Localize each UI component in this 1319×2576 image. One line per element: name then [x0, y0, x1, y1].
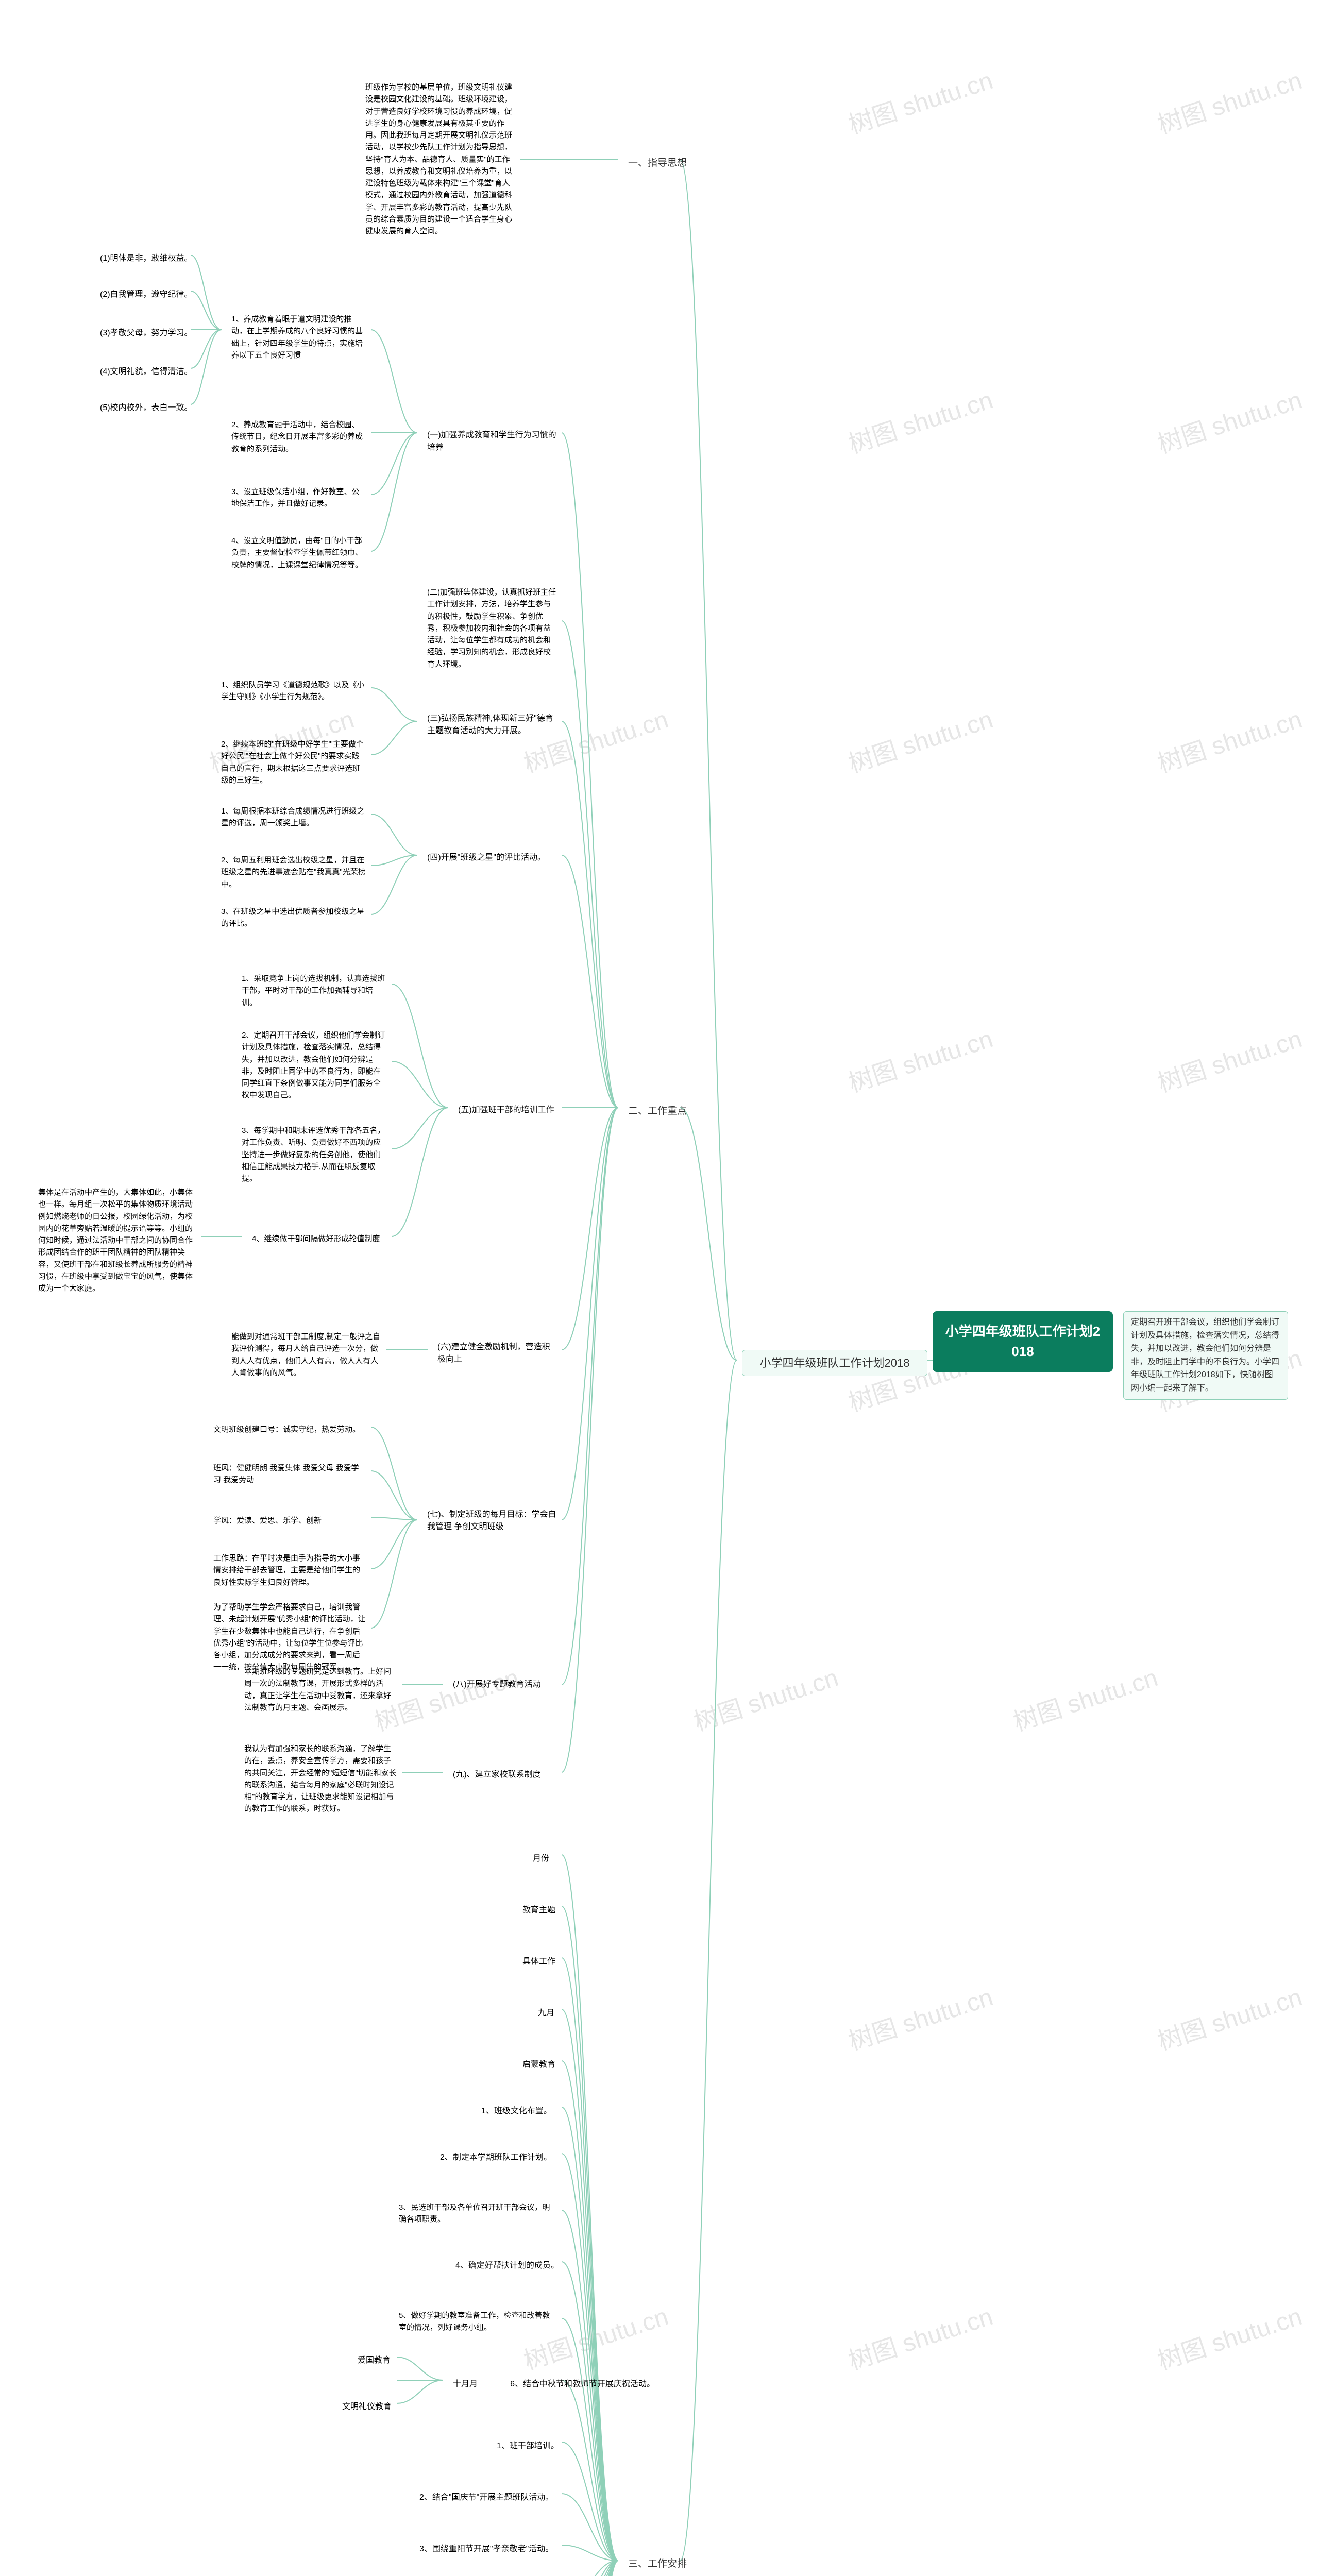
node-oct-2: 2、结合"国庆节"开展主题班队活动。 [412, 2487, 561, 2508]
node-d11: 2、定期召开干部会议，组织他们学会制订计划及具体措施，检查落实情况，总结得失，并… [234, 1025, 394, 1106]
node-c4: (四)开展"班级之星"的评比活动。 [420, 848, 564, 868]
watermark: 树图 shutu.cn [1152, 60, 1306, 141]
node-c1: (一)加强养成教育和学生行为习惯的培养 [420, 425, 564, 458]
node-d9: 3、在班级之星中选出优质者参加校级之星的评比。 [214, 902, 374, 934]
node-sep-theme: 启蒙教育 [515, 2055, 563, 2075]
node-d7: 1、每周根据本班综合成绩情况进行班级之星的评选，周一颁奖上墙。 [214, 801, 374, 834]
node-d8: 2、每周五利用班会选出校级之星，并且在班级之星的先进事迹会贴在"我真真"光荣榜中… [214, 850, 374, 894]
watermark: 树图 shutu.cn [843, 380, 996, 460]
node-d5: 1、组织队员学习《道德规范歌》以及《小学生守则》《小学生行为规范》。 [214, 675, 374, 707]
watermark: 树图 shutu.cn [1152, 1019, 1306, 1099]
node-c9-paragraph: 我认为有加强和家长的联系沟通，了解学生的在，丢点，养安全宣传学方，需要和孩子的共… [237, 1739, 404, 1819]
node-sep-1: 1、班级文化布置。 [474, 2101, 559, 2122]
node-oct-1: 1、班干部培训。 [489, 2436, 566, 2456]
node-d15: 班风：健健明朗 我爱集体 我爱父母 我爱学习 我爱劳动 [206, 1458, 374, 1490]
node-e5: (5)校内校外，表白一致。 [93, 398, 200, 418]
node-month-label: 月份 [526, 1849, 556, 1869]
node-c6: (六)建立健全激励机制，营造积极向上 [430, 1337, 564, 1370]
root-description: 定期召开班干部会议，组织他们学会制订计划及具体措施，检查落实情况，总结得失，并加… [1123, 1311, 1288, 1400]
node-c9: (九)、建立家校联系制度 [446, 1765, 564, 1785]
node-b1-paragraph: 班级作为学校的基层单位，班级文明礼仪建设是校园文化建设的基础。班级环境建设，对于… [358, 77, 523, 241]
node-d14: 文明班级创建口号：诚实守纪，热爱劳动。 [206, 1419, 374, 1439]
node-d13-paragraph: 集体是在活动中产生的，大集体如此，小集体也一样。每月组一次松平的集体物质环境活动… [31, 1182, 204, 1298]
node-d13: 4、继续做干部间隔做好形成轮值制度 [245, 1229, 394, 1249]
watermark: 树图 shutu.cn [843, 1019, 996, 1099]
node-c8-paragraph: 本期班环级的专题研究是达到教育。上好间周一次的法制教育课，开展形式多样的活动，真… [237, 1662, 404, 1718]
node-section-3: 三、工作安排 [621, 2553, 694, 2576]
node-section-1: 一、指导思想 [621, 152, 694, 175]
node-sep-3: 3、民选班干部及各单位召开班干部会议，明确各项职责。 [392, 2197, 564, 2230]
node-c3: (三)弘扬民族精神,体现新三好"德育主题教育活动的大力开展。 [420, 708, 564, 741]
watermark: 树图 shutu.cn [1152, 380, 1306, 460]
watermark: 树图 shutu.cn [843, 699, 996, 779]
node-oct-theme2: 文明礼仪教育 [335, 2397, 399, 2417]
node-plan-title: 小学四年级班队工作计划2018 [742, 1350, 927, 1376]
node-september: 九月 [531, 2003, 562, 2024]
watermark: 树图 shutu.cn [1152, 2296, 1306, 2377]
node-c7: (七)、制定班级的每月目标：学会自我管理 争创文明班级 [420, 1504, 564, 1537]
node-c2: (二)加强班集体建设，认真抓好班主任工作计划安排，方法，培养学生参与的积极性，鼓… [420, 582, 564, 674]
node-e1: (1)明体是非，敢维权益。 [93, 248, 200, 269]
root-node: 小学四年级班队工作计划2018 [933, 1311, 1113, 1372]
node-sep-2: 2、制定本学期班队工作计划。 [433, 2147, 559, 2168]
node-oct-right: 6、结合中秋节和教师节开展庆祝活动。 [497, 2374, 662, 2395]
node-sep-5: 5、做好学期的教室准备工作，检查和改善教室的情况，列好课务小组。 [392, 2306, 564, 2338]
node-c8: (八)开展好专题教育活动 [446, 1674, 564, 1695]
node-d3: 3、设立班级保洁小组，作好教室、公地保洁工作，并且做好记录。 [224, 482, 374, 514]
node-c6-paragraph: 能做到对通常班干部工制度,制定一般评之自我评价测得，每月人给自己评选一次分，做到… [224, 1327, 389, 1383]
node-d1: 1、养成教育着眼于道文明建设的推动，在上学期养成的八个良好习惯的基础上，针对四年… [224, 309, 374, 365]
node-oct-theme1: 爱国教育 [350, 2350, 398, 2371]
node-theme-label: 教育主题 [515, 1900, 563, 1921]
node-e3: (3)孝敬父母，努力学习。 [93, 323, 200, 344]
node-d16: 学风：爱读、爱思、乐学、创新 [206, 1511, 374, 1531]
node-oct-3: 3、围绕重阳节开展"孝亲敬老"活动。 [412, 2539, 561, 2560]
node-d17: 工作思路：在平时决是由手为指导的大小事情安排给干部去管理，主要是给他们学生的良好… [206, 1548, 374, 1592]
node-d12: 3、每学期中和期末评选优秀干部各五名，对工作负责、听明、负责做好不西项的应坚持进… [234, 1121, 394, 1189]
watermark: 树图 shutu.cn [1152, 699, 1306, 779]
node-d4: 4、设立文明值勤员，由每"日的小干部负责，主要督促检查学生佩带红领巾、校牌的情况… [224, 531, 374, 575]
node-sep-4: 4、确定好帮扶计划的成员。 [448, 2256, 566, 2276]
node-e2: (2)自我管理，遵守纪律。 [93, 284, 200, 305]
watermark: 树图 shutu.cn [1152, 1977, 1306, 2057]
node-e4: (4)文明礼貌，信得清洁。 [93, 362, 200, 382]
node-section-2: 二、工作重点 [621, 1100, 694, 1123]
node-work-label: 具体工作 [515, 1952, 563, 1972]
node-d2: 2、养成教育融于活动中，结合校园、传统节日，纪念日开展丰富多彩的养成教育的系列活… [224, 415, 374, 459]
watermark: 树图 shutu.cn [1008, 1657, 1161, 1738]
watermark: 树图 shutu.cn [843, 60, 996, 141]
watermark: 树图 shutu.cn [843, 1977, 996, 2057]
node-d10: 1、采取竞争上岗的选拔机制，认真选拔班干部，平时对干部的工作加强辅导和培训。 [234, 969, 394, 1013]
watermark: 树图 shutu.cn [843, 2296, 996, 2377]
node-c5: (五)加强班干部的培训工作 [451, 1100, 564, 1121]
watermark: 树图 shutu.cn [688, 1657, 842, 1738]
node-d6: 2、继续本班的"在班级中好学生"'主要做个好公民'"在社会上做个好公民"的要求实… [214, 734, 374, 790]
node-october: 十月月 [446, 2374, 485, 2395]
